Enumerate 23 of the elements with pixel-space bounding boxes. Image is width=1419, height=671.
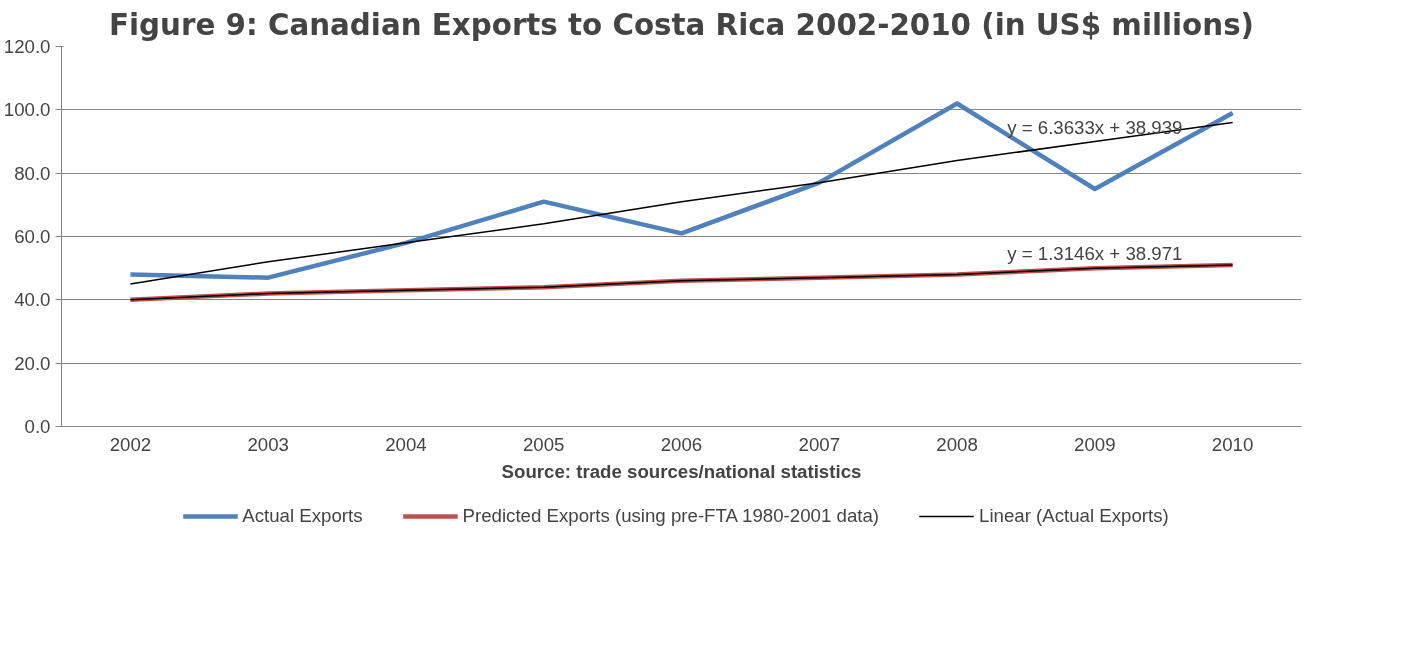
x-tick-label: 2010: [1211, 433, 1254, 455]
x-tick-label: 2002: [109, 433, 152, 455]
y-tick-label: 80.0: [14, 162, 51, 184]
x-tick-label: 2008: [936, 433, 978, 455]
x-tick-label: 2007: [798, 433, 841, 455]
chart-title: Figure 9: Canadian Exports to Costa Rica 2002-2010 (in US$ millions): [109, 7, 1254, 42]
x-tick-label: 2004: [385, 433, 427, 455]
x-tick-label: 2005: [522, 433, 565, 455]
x-tick-label: 2009: [1074, 433, 1116, 455]
annotation: y = 6.3633x + 38.939: [1007, 116, 1183, 138]
legend-label: Predicted Exports (using pre-FTA 1980-2001 data): [462, 505, 880, 527]
y-tick-label: 0.0: [24, 416, 51, 437]
annotation: y = 1.3146x + 38.971: [1007, 243, 1183, 265]
y-tick-label: 120.0: [3, 36, 51, 57]
x-tick-label: 2006: [660, 433, 703, 455]
y-tick-label: 20.0: [14, 352, 51, 374]
y-tick-label: 60.0: [14, 226, 51, 247]
source-note: Source: trade sources/national statistics: [501, 460, 862, 482]
legend-label: Linear (Actual Exports): [979, 505, 1169, 527]
x-tick-label: 2003: [247, 433, 289, 455]
y-tick-label: 40.0: [14, 289, 51, 311]
legend-label: Actual Exports: [242, 505, 363, 527]
y-tick-label: 100.0: [3, 99, 51, 121]
